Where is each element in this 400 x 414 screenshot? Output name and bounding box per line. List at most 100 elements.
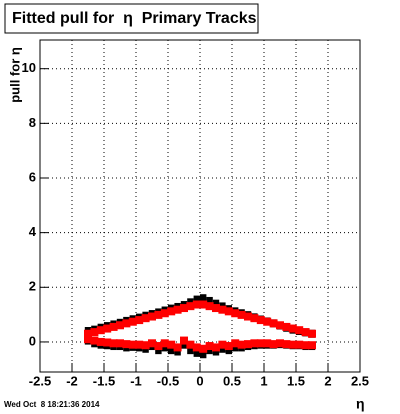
marker xyxy=(128,317,137,326)
marker xyxy=(84,335,92,344)
marker xyxy=(154,342,163,351)
marker xyxy=(199,344,208,353)
marker xyxy=(96,326,105,335)
marker xyxy=(167,340,176,349)
histogram-bin xyxy=(212,299,220,308)
histogram-bin xyxy=(200,350,207,359)
marker xyxy=(135,340,144,349)
histogram-bin xyxy=(225,346,232,355)
title-box xyxy=(4,3,259,34)
marker xyxy=(250,339,259,348)
marker xyxy=(301,328,310,337)
histogram-bin xyxy=(168,346,175,355)
y-tick-label: 6 xyxy=(29,169,36,184)
x-tick-label: 0.5 xyxy=(223,373,241,388)
marker xyxy=(231,339,240,348)
marker xyxy=(301,341,310,350)
marker xyxy=(90,328,99,337)
x-tick-label: 1 xyxy=(260,373,267,388)
marker xyxy=(250,314,259,323)
marker xyxy=(256,339,265,348)
marker xyxy=(173,343,182,352)
marker xyxy=(282,322,291,331)
y-axis-label: pull for η xyxy=(7,47,22,103)
histogram-bin xyxy=(155,346,162,355)
marker xyxy=(180,304,188,313)
marker xyxy=(237,310,246,319)
histogram-bin xyxy=(187,346,194,355)
marker xyxy=(90,336,99,345)
marker xyxy=(269,340,278,349)
marker xyxy=(282,340,291,349)
x-tick-label: 0 xyxy=(196,373,203,388)
marker xyxy=(192,343,201,352)
histogram-bin xyxy=(206,296,213,305)
x-tick-label: -1 xyxy=(130,373,142,388)
marker xyxy=(237,340,246,349)
marker xyxy=(148,339,156,348)
histogram-bin xyxy=(174,347,181,356)
marker xyxy=(308,329,316,338)
marker xyxy=(218,305,227,314)
chart-title: Fitted pull for η Primary Tracks xyxy=(12,10,257,27)
marker xyxy=(224,307,233,316)
marker xyxy=(103,324,112,333)
marker xyxy=(269,319,278,328)
marker xyxy=(244,340,252,349)
marker xyxy=(186,340,195,349)
x-tick-label: 2.5 xyxy=(351,373,369,388)
marker xyxy=(295,340,304,349)
marker xyxy=(122,319,131,328)
marker xyxy=(116,339,124,348)
marker xyxy=(173,305,182,314)
marker xyxy=(231,309,240,318)
histogram-bin xyxy=(219,344,226,353)
marker xyxy=(84,329,92,338)
marker xyxy=(160,339,169,348)
marker xyxy=(212,343,220,352)
y-tick-label: 8 xyxy=(29,115,36,130)
marker xyxy=(244,312,252,321)
x-tick-label: -1.5 xyxy=(93,373,115,388)
marker xyxy=(141,314,150,323)
marker xyxy=(180,336,188,345)
histogram-bin xyxy=(193,295,200,304)
marker xyxy=(135,316,144,325)
marker xyxy=(218,340,227,349)
marker xyxy=(116,321,124,330)
marker xyxy=(109,322,118,331)
marker xyxy=(308,341,316,350)
x-tick-label: -2.5 xyxy=(29,373,51,388)
marker xyxy=(295,326,304,335)
footer: Wed Oct 8 18:21:36 2014 xyxy=(4,400,100,409)
x-axis-label: η xyxy=(356,396,365,412)
histogram-bin xyxy=(200,294,207,303)
histogram-bin xyxy=(193,348,200,357)
marker xyxy=(276,321,284,330)
marker xyxy=(205,342,214,351)
marker xyxy=(122,340,131,349)
marker xyxy=(109,339,118,348)
marker xyxy=(96,337,105,346)
marker xyxy=(199,300,208,309)
y-tick-label: 4 xyxy=(29,224,37,239)
y-tick-label: 10 xyxy=(22,60,36,75)
marker xyxy=(263,339,272,348)
marker xyxy=(288,340,297,349)
x-tick-label: -2 xyxy=(66,373,78,388)
marker xyxy=(212,304,220,313)
histogram-bin xyxy=(180,340,188,349)
histogram-bin xyxy=(212,347,220,356)
marker xyxy=(224,342,233,351)
marker xyxy=(141,341,150,350)
plot-frame xyxy=(39,39,361,373)
x-tick-label: 1.5 xyxy=(287,373,305,388)
marker xyxy=(148,312,156,321)
y-tick-label: 0 xyxy=(29,333,36,348)
marker xyxy=(128,340,137,349)
histogram-bin xyxy=(232,343,239,352)
histogram-bin xyxy=(161,343,168,352)
x-tick-label: 2 xyxy=(324,373,331,388)
marker xyxy=(103,338,112,347)
